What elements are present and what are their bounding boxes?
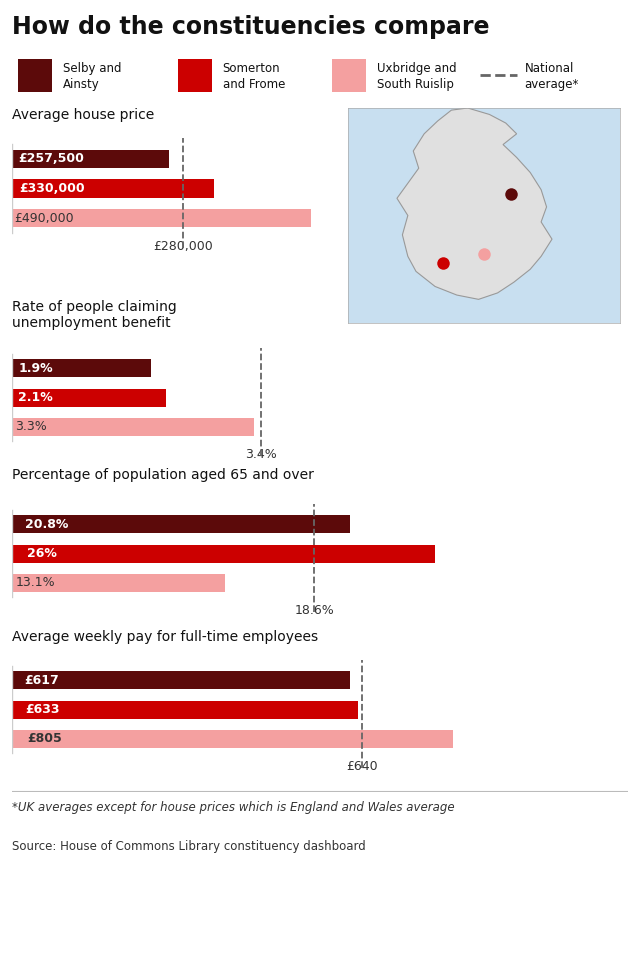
Text: 18.6%: 18.6% [294, 604, 334, 617]
Text: £330,000: £330,000 [20, 182, 85, 195]
Bar [12, 671, 349, 689]
Text: £257,500: £257,500 [19, 152, 84, 165]
Bar [12, 359, 151, 378]
Text: 20.8%: 20.8% [24, 518, 68, 531]
Text: How do the constituencies compare: How do the constituencies compare [12, 15, 490, 39]
Text: 1.9%: 1.9% [18, 362, 52, 375]
Bar [12, 388, 166, 407]
Text: 26%: 26% [27, 547, 56, 560]
Bar [12, 730, 452, 748]
Text: £490,000: £490,000 [15, 212, 74, 224]
Text: £617: £617 [24, 674, 60, 686]
Text: 13.1%: 13.1% [16, 577, 56, 589]
Bar [12, 574, 225, 592]
Text: £805: £805 [27, 732, 62, 746]
Text: BBC: BBC [558, 837, 596, 855]
FancyBboxPatch shape [332, 59, 366, 91]
FancyBboxPatch shape [179, 59, 212, 91]
Bar [12, 700, 358, 719]
Text: National
average*: National average* [525, 61, 579, 90]
Text: 2.1%: 2.1% [19, 391, 53, 404]
Text: £280,000: £280,000 [153, 240, 213, 252]
Text: Uxbridge and
South Ruislip: Uxbridge and South Ruislip [377, 61, 456, 90]
Text: Selby and
Ainsty: Selby and Ainsty [63, 61, 121, 90]
Text: £640: £640 [346, 760, 378, 773]
Bar [12, 418, 254, 436]
Text: Rate of people claiming
unemployment benefit: Rate of people claiming unemployment ben… [12, 300, 177, 330]
Text: *UK averages except for house prices which is England and Wales average: *UK averages except for house prices whi… [12, 801, 454, 814]
Text: Percentage of population aged 65 and over: Percentage of population aged 65 and ove… [12, 468, 314, 482]
FancyBboxPatch shape [18, 59, 52, 91]
Bar [12, 516, 350, 533]
Text: Somerton
and Frome: Somerton and Frome [223, 61, 285, 90]
Bar [12, 545, 435, 562]
Text: 3.3%: 3.3% [15, 420, 46, 433]
Polygon shape [397, 108, 552, 299]
Bar [12, 209, 312, 227]
Bar [12, 180, 214, 198]
Text: £633: £633 [25, 703, 60, 717]
Text: 3.4%: 3.4% [246, 448, 277, 461]
Text: Average house price: Average house price [12, 108, 154, 122]
Bar [12, 150, 170, 168]
Text: Average weekly pay for full-time employees: Average weekly pay for full-time employe… [12, 630, 318, 644]
Text: Source: House of Commons Library constituency dashboard: Source: House of Commons Library constit… [12, 840, 365, 853]
